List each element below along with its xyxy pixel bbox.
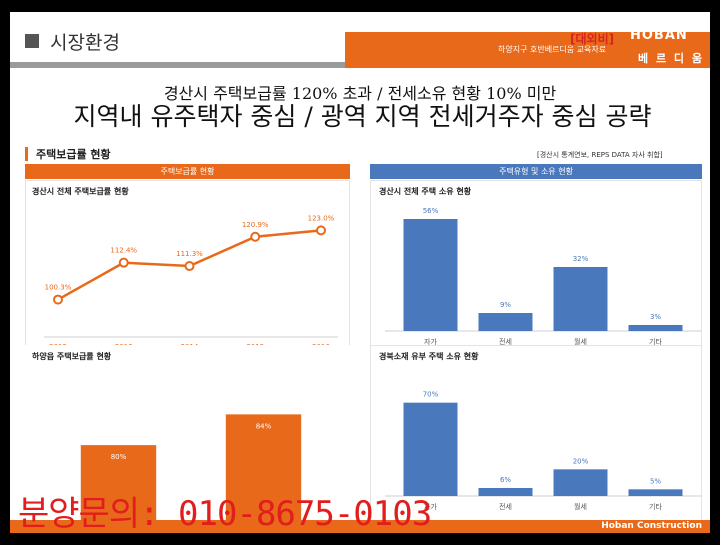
- data-label: 111.3%: [176, 250, 203, 258]
- header-orange-strip: [345, 32, 622, 62]
- brand-box: [622, 32, 710, 68]
- data-label: 112.4%: [110, 247, 137, 255]
- header-orange-bar: [345, 62, 710, 68]
- bar-chart: 70% 자가 6% 전세 20% 월세 5% 기타: [385, 391, 701, 511]
- bar: [553, 469, 608, 496]
- bar: [80, 445, 157, 522]
- data-label: 20%: [573, 457, 589, 465]
- confidential-tag: [대외비]: [570, 32, 615, 46]
- data-label: 56%: [423, 207, 439, 215]
- bar: [628, 325, 683, 331]
- data-point: [316, 225, 326, 236]
- footer-bar: [10, 520, 710, 533]
- panel-ownership-chart: 경산시 전체 주택 소유 현황 56% 자가 9% 전세 32% 월세 3% 기타: [370, 180, 702, 348]
- title-square-icon: [25, 34, 39, 48]
- data-label: 9%: [500, 301, 511, 309]
- chart-title: 하양읍 주택보급률 현황: [32, 352, 112, 361]
- data-label: 84%: [256, 422, 272, 430]
- chart-title: 경산시 전체 주택 소유 현황: [379, 187, 472, 196]
- panel-hayang-chart: 하양읍 주택보급률 현황 80% 84%: [25, 345, 350, 522]
- brand-subtitle: 하양지구 호반베르디움 교육자료: [498, 45, 607, 54]
- section-marker: [25, 147, 28, 161]
- brand-logo: HOBAN: [630, 28, 688, 43]
- data-label: 100.3%: [45, 284, 72, 292]
- data-point: [118, 257, 129, 268]
- x-tick-label: 월세: [574, 337, 587, 346]
- x-tick-label: 자가: [424, 502, 437, 511]
- panel-line-chart: 경산시 전체 주택보급률 현황 100.3%2012112.4%2013111.…: [25, 180, 350, 349]
- band-right: 주택유형 및 소유 현황: [370, 164, 702, 179]
- x-tick-label: 전세: [499, 337, 512, 346]
- panel-gyeongbuk-chart: 경북소재 유부 주택 소유 현황 70% 자가 6% 전세 20% 월세 5% 기타: [370, 345, 702, 521]
- bar: [553, 267, 608, 331]
- x-tick-label: 월세: [574, 502, 587, 511]
- contact-phone: 분양문의: 010-8675-0103: [18, 494, 432, 533]
- bar: [403, 402, 458, 496]
- bar: [628, 489, 683, 496]
- data-point: [250, 231, 261, 242]
- data-label: 80%: [111, 453, 127, 461]
- slide: 시장환경 [대외비] 하양지구 호반베르디움 교육자료 HOBAN 베 르 디 …: [10, 12, 710, 533]
- data-label: 70%: [423, 391, 439, 399]
- bar-chart: 80% 84%: [80, 414, 302, 522]
- headline-secondary: 지역내 유주택자 중심 / 광역 지역 전세거주자 중심 공략: [73, 102, 652, 131]
- data-label: 5%: [650, 477, 661, 485]
- line-chart: 100.3%2012112.4%2013111.3%2014120.9%2015…: [44, 214, 338, 349]
- data-point: [53, 294, 63, 305]
- data-label: 120.9%: [242, 221, 269, 229]
- headline-primary: 경산시 주택보급률 120% 초과 / 전세소유 현황 10% 미만: [163, 84, 557, 103]
- x-tick-label: 자가: [424, 337, 437, 346]
- x-tick-label: 기타: [649, 502, 662, 511]
- x-tick-label: 전세: [499, 502, 512, 511]
- bar: [403, 219, 458, 331]
- chart-title: 경산시 전체 주택보급률 현황: [32, 187, 129, 196]
- section-title: 주택보급률 현황: [36, 148, 111, 161]
- chart-title: 경북소재 유부 주택 소유 현황: [379, 352, 479, 361]
- data-point: [184, 261, 195, 272]
- bar: [478, 488, 533, 496]
- data-label: 3%: [650, 313, 661, 321]
- x-tick-label: 기타: [649, 337, 662, 346]
- bar: [225, 414, 302, 522]
- band-left: 주택보급률 현황: [25, 164, 350, 179]
- header-gray-bar: [10, 62, 345, 68]
- footer-company: Hoban Construction: [601, 521, 702, 531]
- bar: [478, 313, 533, 331]
- data-label: 6%: [500, 476, 511, 484]
- bar-chart: 56% 자가 9% 전세 32% 월세 3% 기타: [385, 207, 701, 346]
- source-note: [경산시 통계연보, REPS DATA 자사 취합]: [537, 151, 663, 159]
- page-title: 시장환경: [50, 32, 120, 54]
- data-label: 32%: [573, 255, 589, 263]
- data-label: 123.0%: [308, 214, 335, 222]
- brand-name: 베 르 디 움: [638, 52, 704, 65]
